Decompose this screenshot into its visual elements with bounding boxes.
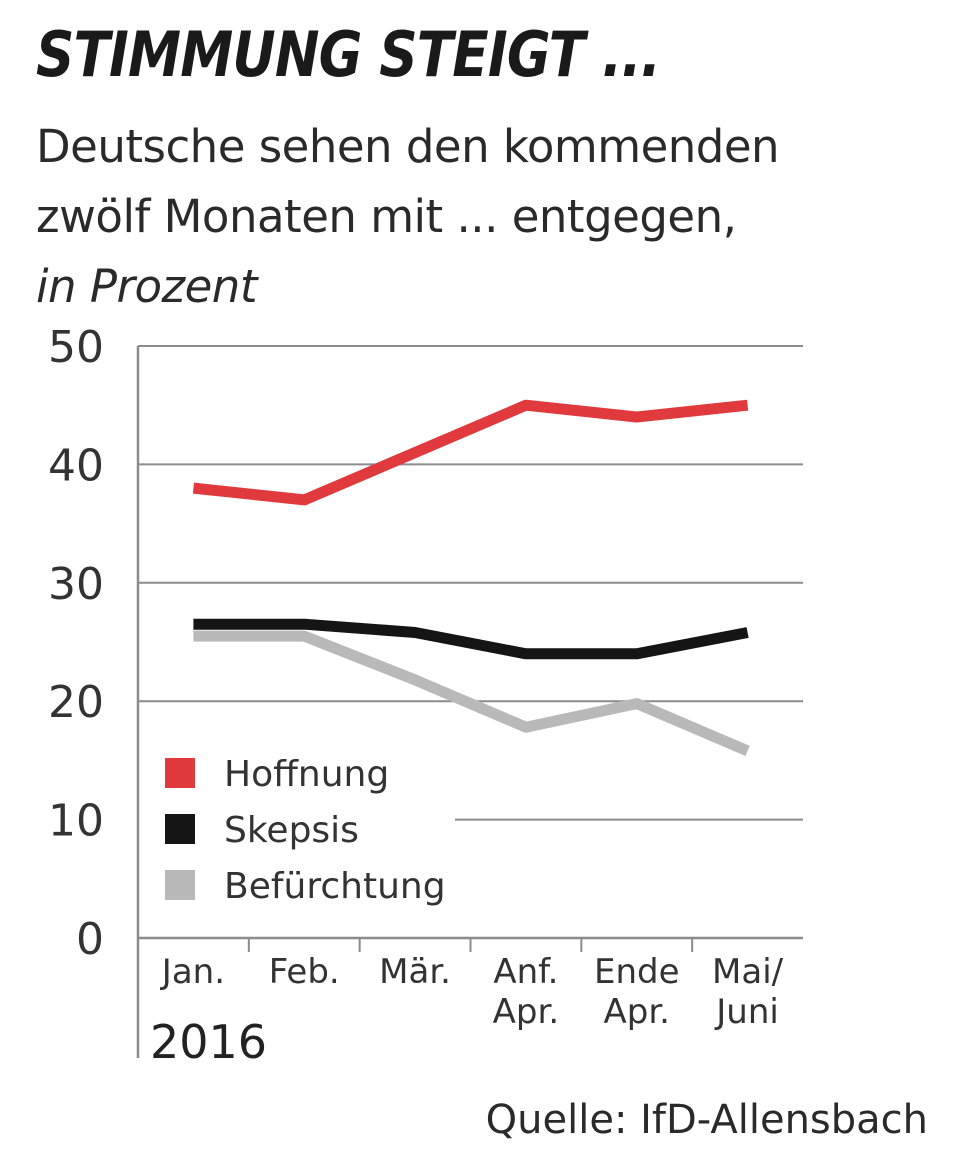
x-tick-label: Apr. <box>603 992 670 1032</box>
x-tick-label: Mär. <box>379 952 451 992</box>
series-line-hoffnung <box>192 399 749 506</box>
legend-label-skepsis: Skepsis <box>224 810 359 851</box>
subtitle-line-1: Deutsche sehen den kommenden <box>36 120 780 173</box>
y-tick-label-20: 20 <box>48 677 104 728</box>
legend-swatch-hoffnung <box>165 758 195 788</box>
y-tick-label-0: 0 <box>76 914 104 965</box>
axes <box>136 346 803 1058</box>
y-tick-label-30: 30 <box>48 559 104 610</box>
gridlines <box>138 345 803 821</box>
x-tick-label: Ende <box>594 952 680 992</box>
chart-title: STIMMUNG STEIGT ... <box>36 18 661 91</box>
x-tick-label: Mai/ <box>712 952 784 992</box>
subtitle-line-2: zwölf Monaten mit ... entgegen, <box>36 190 737 243</box>
y-tick-labels: 0 10 20 30 40 50 <box>48 322 104 965</box>
y-tick-label-50: 50 <box>48 322 104 373</box>
chart-subtitle: Deutsche sehen den kommenden zwölf Monat… <box>36 112 780 322</box>
x-tick-label: Juni <box>714 992 779 1032</box>
series-lines <box>192 399 750 756</box>
legend-label-befürchtung: Befürchtung <box>224 866 446 907</box>
series-line-skepsis <box>193 618 749 660</box>
legend-swatch-befürchtung <box>165 870 195 900</box>
series-line-befürchtung <box>193 630 750 756</box>
x-tick-label: Apr. <box>493 992 560 1032</box>
year-label: 2016 <box>150 1015 267 1069</box>
legend-label-hoffnung: Hoffnung <box>224 754 389 795</box>
x-tick-label: Jan. <box>160 952 225 992</box>
legend-swatch-skepsis <box>165 814 195 844</box>
x-tick-label: Feb. <box>269 952 340 992</box>
subtitle-unit: in Prozent <box>36 260 257 313</box>
y-tick-label-40: 40 <box>48 440 104 491</box>
y-tick-label-10: 10 <box>48 796 104 847</box>
source-note: Quelle: IfD-Allensbach <box>485 1097 928 1143</box>
x-tick-label: Anf. <box>493 952 558 992</box>
legend: Hoffnung Skepsis Befürchtung <box>165 754 446 907</box>
